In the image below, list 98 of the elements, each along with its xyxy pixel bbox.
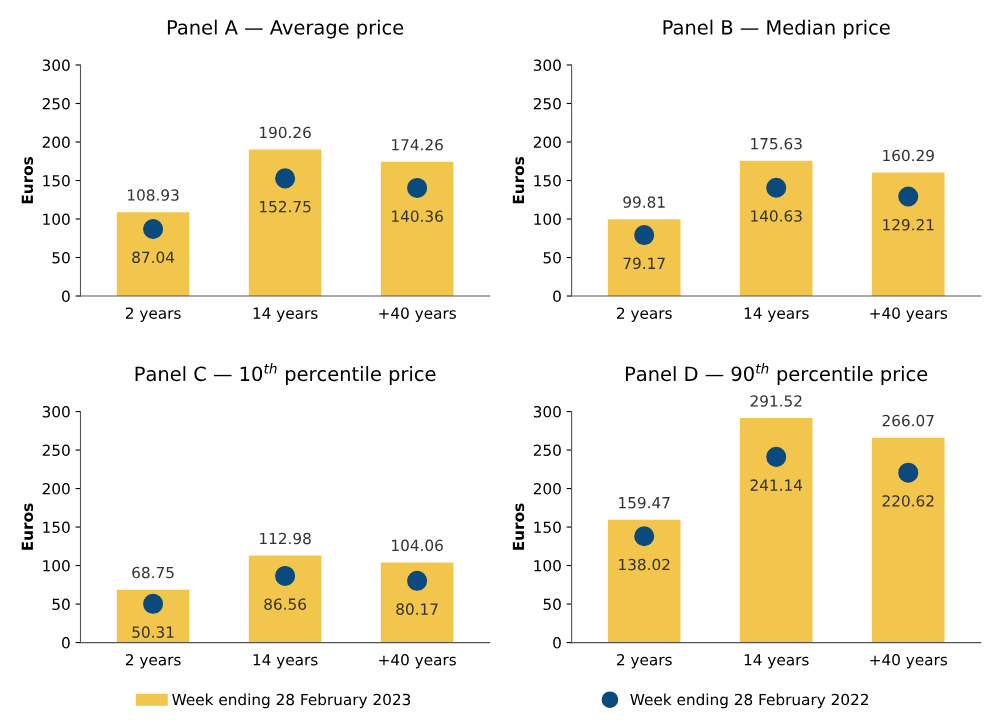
bar [739,418,813,643]
data-label: 80.17 [396,603,438,615]
bar [248,149,322,297]
chart-title: Panel C — 10$^{th}$ percentile price [135,363,436,385]
data-label: 99.81 [623,196,665,208]
x-tick-label: 14 years [744,654,809,669]
bar [871,437,945,643]
y-axis-title: Euros [21,157,34,204]
data-label: 50.31 [132,626,174,638]
point [766,177,787,198]
y-tick-label: 50 [543,598,561,611]
bar [116,589,190,643]
data-label: 160.29 [883,149,934,162]
bar [248,555,322,643]
data-label: 241.14 [750,479,803,491]
x-tick-label: 2 years [125,307,181,322]
data-label: 104.06 [392,539,443,552]
data-label: 175.63 [751,137,802,150]
y-tick-label: 200 [42,483,70,495]
y-tick-label: 0 [62,637,70,649]
data-label: 112.98 [260,532,311,545]
x-tick-label: +40 years [379,653,456,669]
y-tick-label: 250 [533,444,561,457]
y-tick-label: 100 [43,560,70,572]
bar [607,519,681,643]
x-tick-label: +40 years [870,653,948,669]
y-tick-label: 300 [42,59,70,71]
y-tick-label: 100 [43,213,70,226]
y-tick-label: 0 [553,290,561,303]
data-label: 152.75 [260,200,311,213]
y-tick-label: 250 [42,444,70,457]
bar [739,160,813,297]
x-tick-label: 14 years [744,307,809,322]
bar [380,562,454,643]
y-tick-label: 300 [533,406,561,418]
point [143,218,164,239]
x-tick-label: 2 years [617,653,672,669]
point [898,462,919,483]
data-label: 86.56 [264,598,307,610]
data-label: 220.62 [882,495,934,507]
y-axis-title: Euros [21,503,34,550]
point [275,168,296,189]
point [634,225,655,246]
y-tick-label: 150 [43,521,70,534]
y-tick-label: 300 [533,59,561,71]
y-tick-label: 150 [534,174,561,187]
point [407,177,428,198]
x-tick-label: 2 years [617,307,672,322]
data-label: 174.26 [392,138,443,151]
data-label: 79.17 [623,257,665,270]
y-tick-label: 100 [534,560,561,572]
y-tick-label: 50 [52,598,70,611]
y-tick-label: 0 [553,637,561,649]
y-tick-label: 0 [62,290,70,303]
data-label: 108.93 [128,189,179,201]
data-label: 140.36 [392,210,443,222]
x-tick-label: 14 years [253,307,318,322]
point [634,526,655,547]
y-tick-label: 150 [43,174,70,187]
y-tick-label: 250 [42,97,70,110]
y-tick-label: 50 [543,251,561,264]
chart-title: Panel D — 90$^{th}$ percentile price [625,363,928,385]
y-tick-label: 250 [533,97,561,110]
bar [607,219,681,297]
y-tick-label: 200 [42,136,70,149]
data-label: 129.21 [883,219,934,231]
data-label: 140.63 [751,210,802,222]
y-tick-label: 300 [42,406,70,418]
x-tick-label: 14 years [253,654,318,669]
chart-title: Panel A — Average price [167,19,404,39]
y-axis-title: Euros [512,503,525,550]
legend-label: Week ending 28 February 2022 [630,693,868,709]
point [766,446,787,467]
data-label: 190.26 [260,126,311,139]
chart-title: Panel B — Median price [663,19,890,39]
bar [871,172,945,297]
point [275,565,296,586]
y-tick-label: 150 [534,521,561,534]
data-label: 266.07 [882,414,934,427]
data-label: 291.52 [750,395,802,407]
point [407,570,428,591]
x-tick-label: +40 years [379,307,456,322]
point [898,186,919,207]
data-label: 159.47 [619,496,670,509]
data-label: 87.04 [132,251,175,264]
point [143,593,164,614]
bar [380,161,454,297]
y-tick-label: 100 [534,213,561,226]
x-tick-label: 2 years [125,653,181,669]
y-tick-label: 200 [533,136,561,149]
y-tick-label: 200 [533,483,561,495]
y-axis-title: Euros [512,157,525,204]
x-tick-label: +40 years [870,307,948,322]
data-label: 68.75 [132,566,174,579]
legend-label: Week ending 28 February 2023 [172,693,411,709]
bar [116,212,190,297]
data-label: 138.02 [619,558,670,571]
y-tick-label: 50 [52,251,70,264]
